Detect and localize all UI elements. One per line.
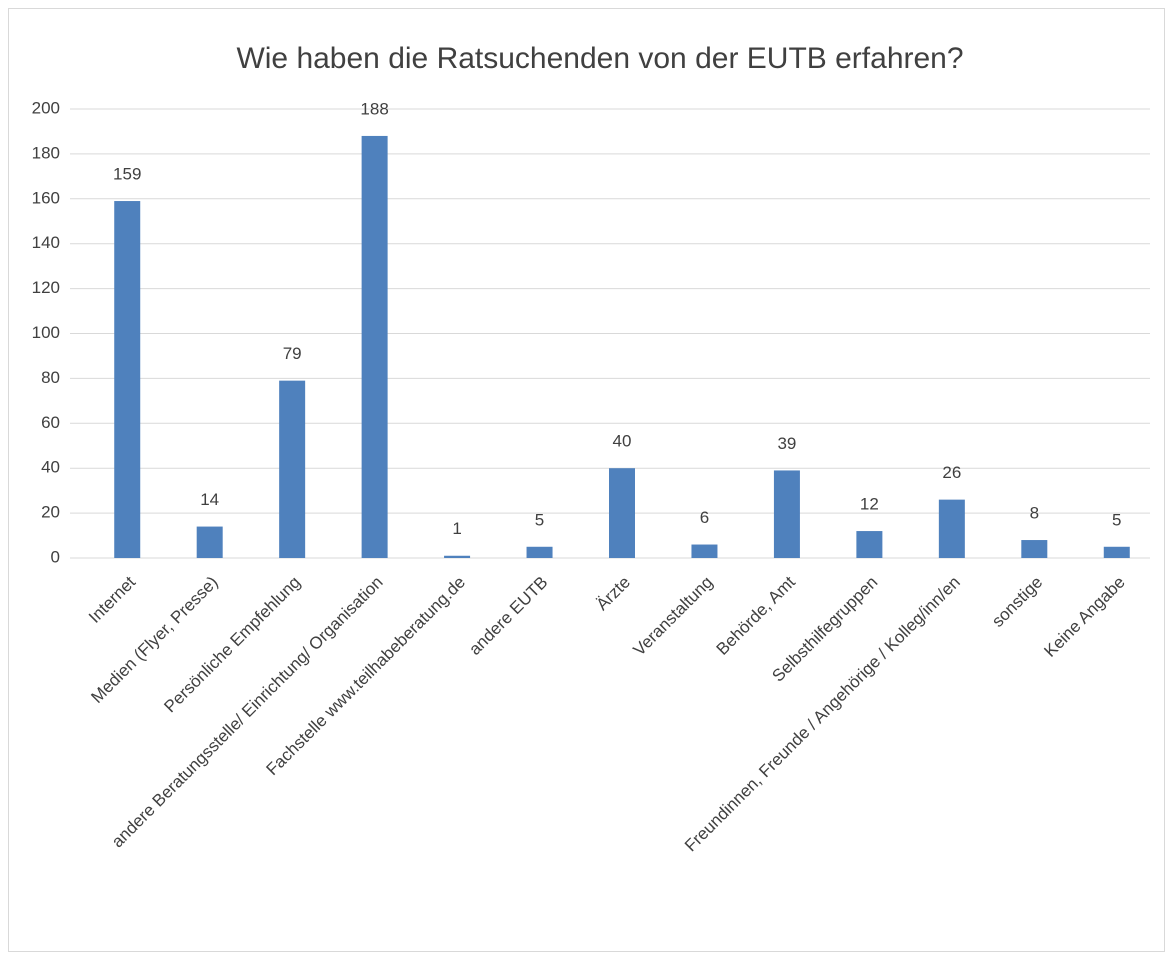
y-tick-label: 100 [32,323,60,342]
data-label: 159 [113,165,141,184]
bar [691,544,718,558]
data-label: 8 [1030,504,1039,523]
bar [526,546,553,558]
bar [279,380,306,558]
y-tick-label: 60 [41,413,60,432]
bar [114,201,141,559]
y-tick-label: 40 [41,458,60,477]
data-label: 5 [535,510,544,529]
y-tick-label: 200 [32,98,60,117]
y-tick-label: 140 [32,233,60,252]
bar [196,526,223,558]
bar [938,499,965,558]
data-label: 26 [942,463,961,482]
bar [609,468,635,558]
y-tick-label: 180 [32,143,60,162]
data-label: 12 [860,495,879,514]
bar [773,470,800,558]
bar [1021,540,1048,558]
bar [361,135,388,558]
y-tick-label: 120 [32,278,60,297]
data-label: 40 [613,432,632,451]
chart-frame [8,8,1165,952]
y-tick-label: 160 [32,188,60,207]
y-tick-label: 0 [51,547,60,566]
bar [444,555,471,558]
data-label: 188 [360,99,388,118]
data-label: 1 [452,519,461,538]
data-label: 79 [283,344,302,363]
bar [1103,546,1130,558]
data-label: 5 [1112,510,1121,529]
y-tick-label: 80 [41,368,60,387]
chart-title: Wie haben die Ratsuchenden von der EUTB … [236,42,963,75]
bar [856,531,883,558]
data-label: 39 [777,434,796,453]
y-tick-label: 20 [41,503,60,522]
data-label: 6 [700,508,709,527]
data-label: 14 [200,490,219,509]
